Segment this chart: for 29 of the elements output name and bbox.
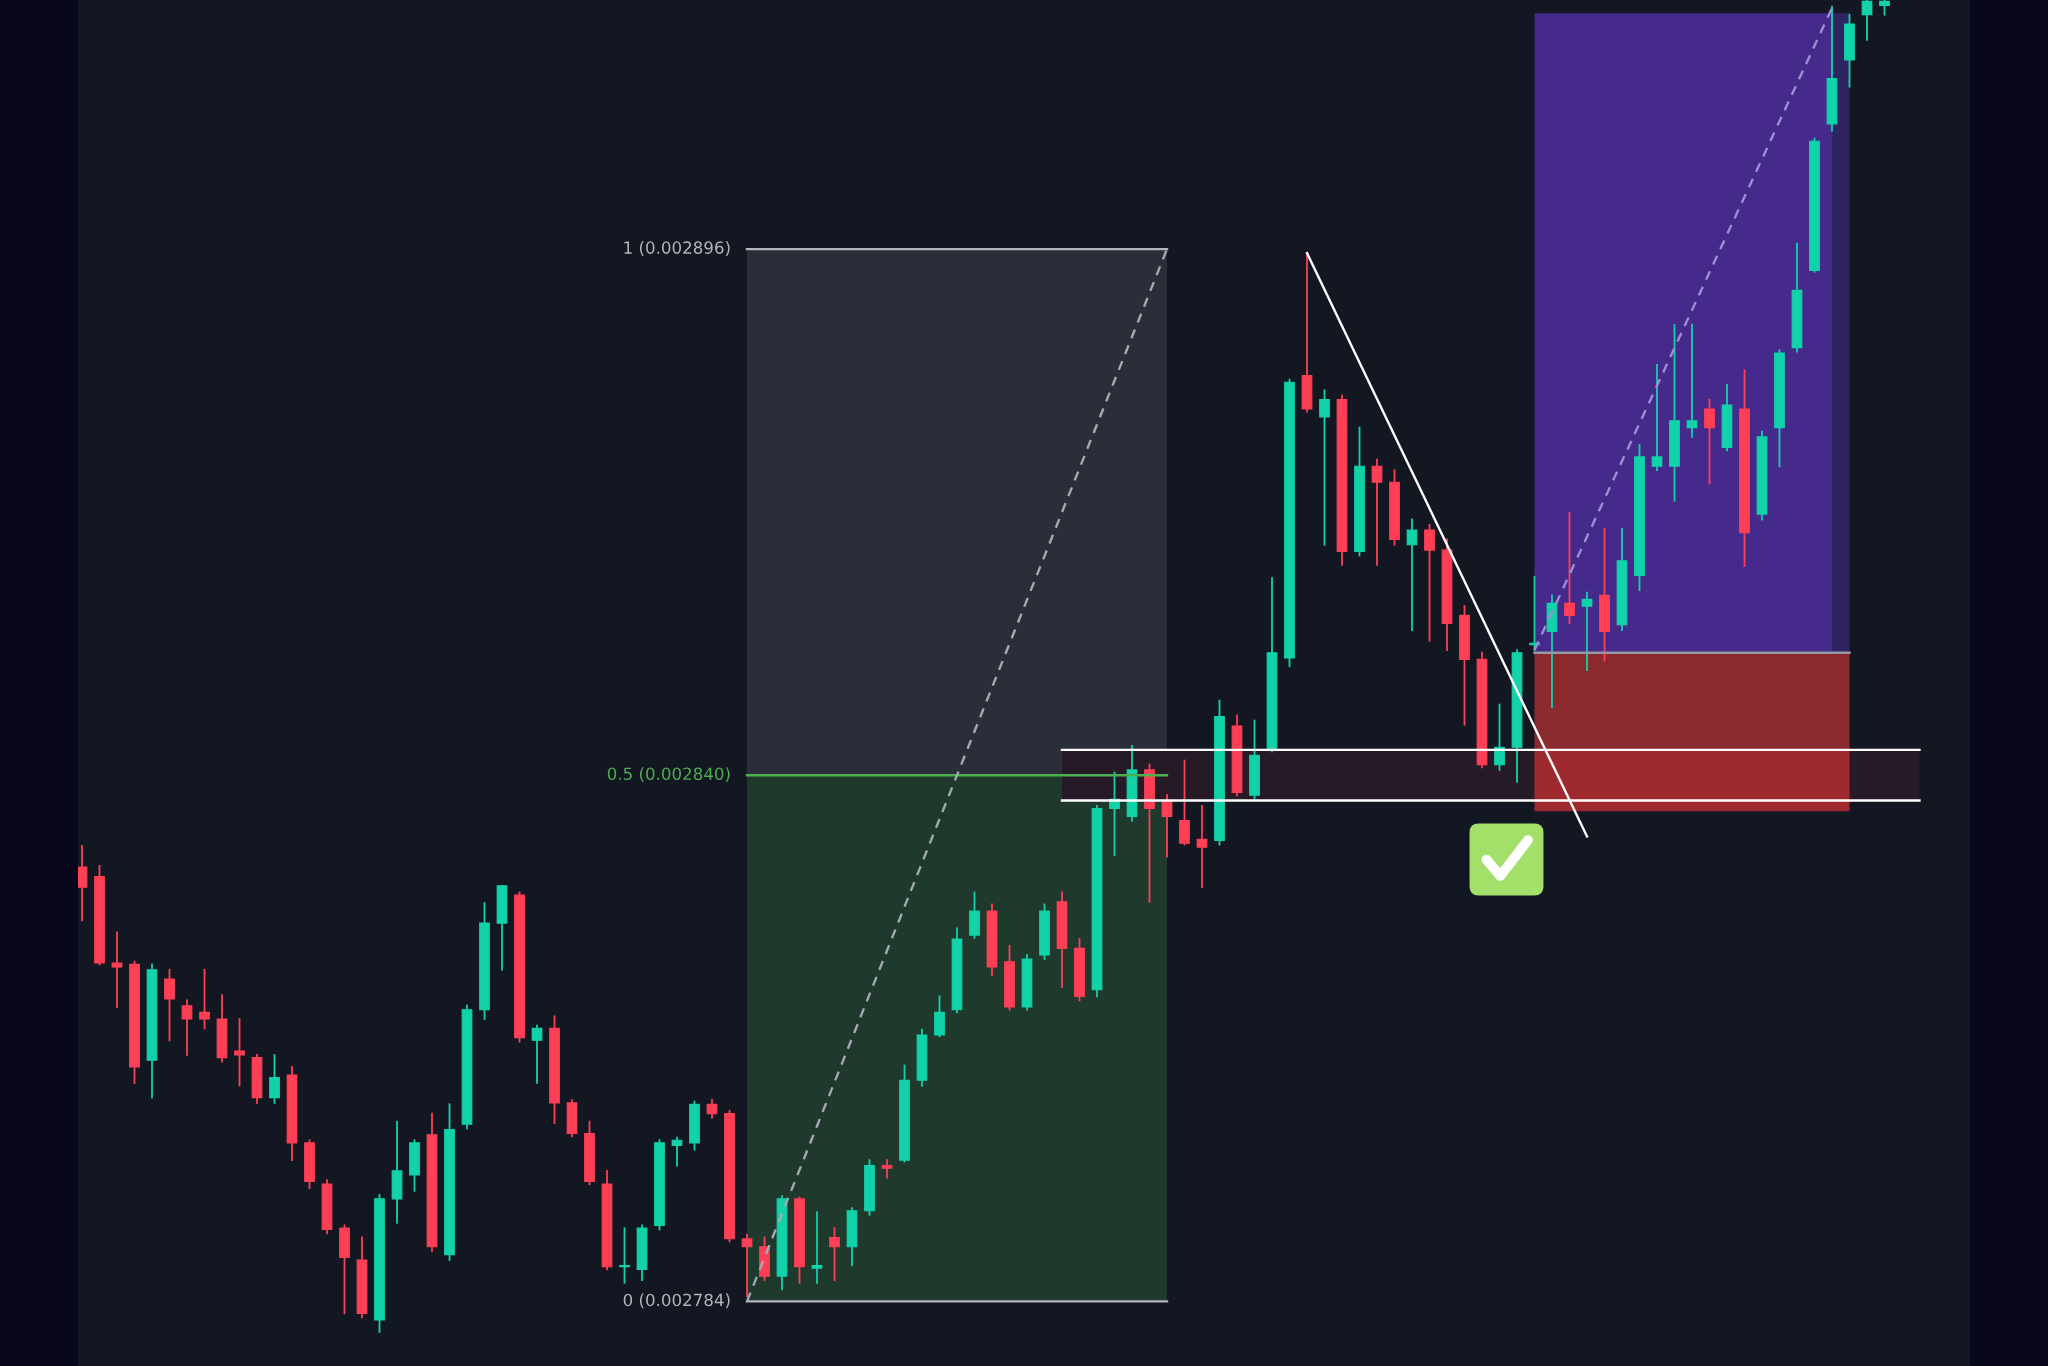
- candlestick: [969, 891, 980, 939]
- candlestick: [1179, 759, 1190, 846]
- candlestick: [811, 1211, 823, 1284]
- candlestick: [234, 1018, 245, 1087]
- candlestick: [1319, 389, 1330, 546]
- candlestick: [741, 1233, 753, 1297]
- candlestick: [1704, 398, 1715, 485]
- candlestick: [1406, 518, 1418, 631]
- candlestick: [1861, 0, 1873, 41]
- candlestick: [1686, 324, 1698, 438]
- candlestick: [1424, 523, 1435, 642]
- candlestick: [1371, 458, 1383, 566]
- candlestick: [531, 1024, 543, 1084]
- candlestick: [199, 968, 210, 1030]
- candlestick: [111, 931, 123, 1008]
- candlestick: [181, 999, 193, 1056]
- candlestick: [1196, 804, 1208, 889]
- candlestick: [881, 1159, 893, 1179]
- series-label: 1 (0.002896): [624, 241, 730, 256]
- candlestick: [78, 844, 88, 922]
- candlestick: [269, 1054, 280, 1104]
- series-label: 0.5 (0.002840): [607, 767, 730, 783]
- candlestick: [829, 1227, 840, 1281]
- series-label: 0 (0.002784): [623, 1293, 730, 1309]
- candlestick: [1651, 364, 1663, 472]
- candlestick: [164, 968, 175, 1042]
- candlestick: [1581, 591, 1593, 671]
- candlestick: [1564, 511, 1575, 625]
- candlestick: [934, 995, 945, 1038]
